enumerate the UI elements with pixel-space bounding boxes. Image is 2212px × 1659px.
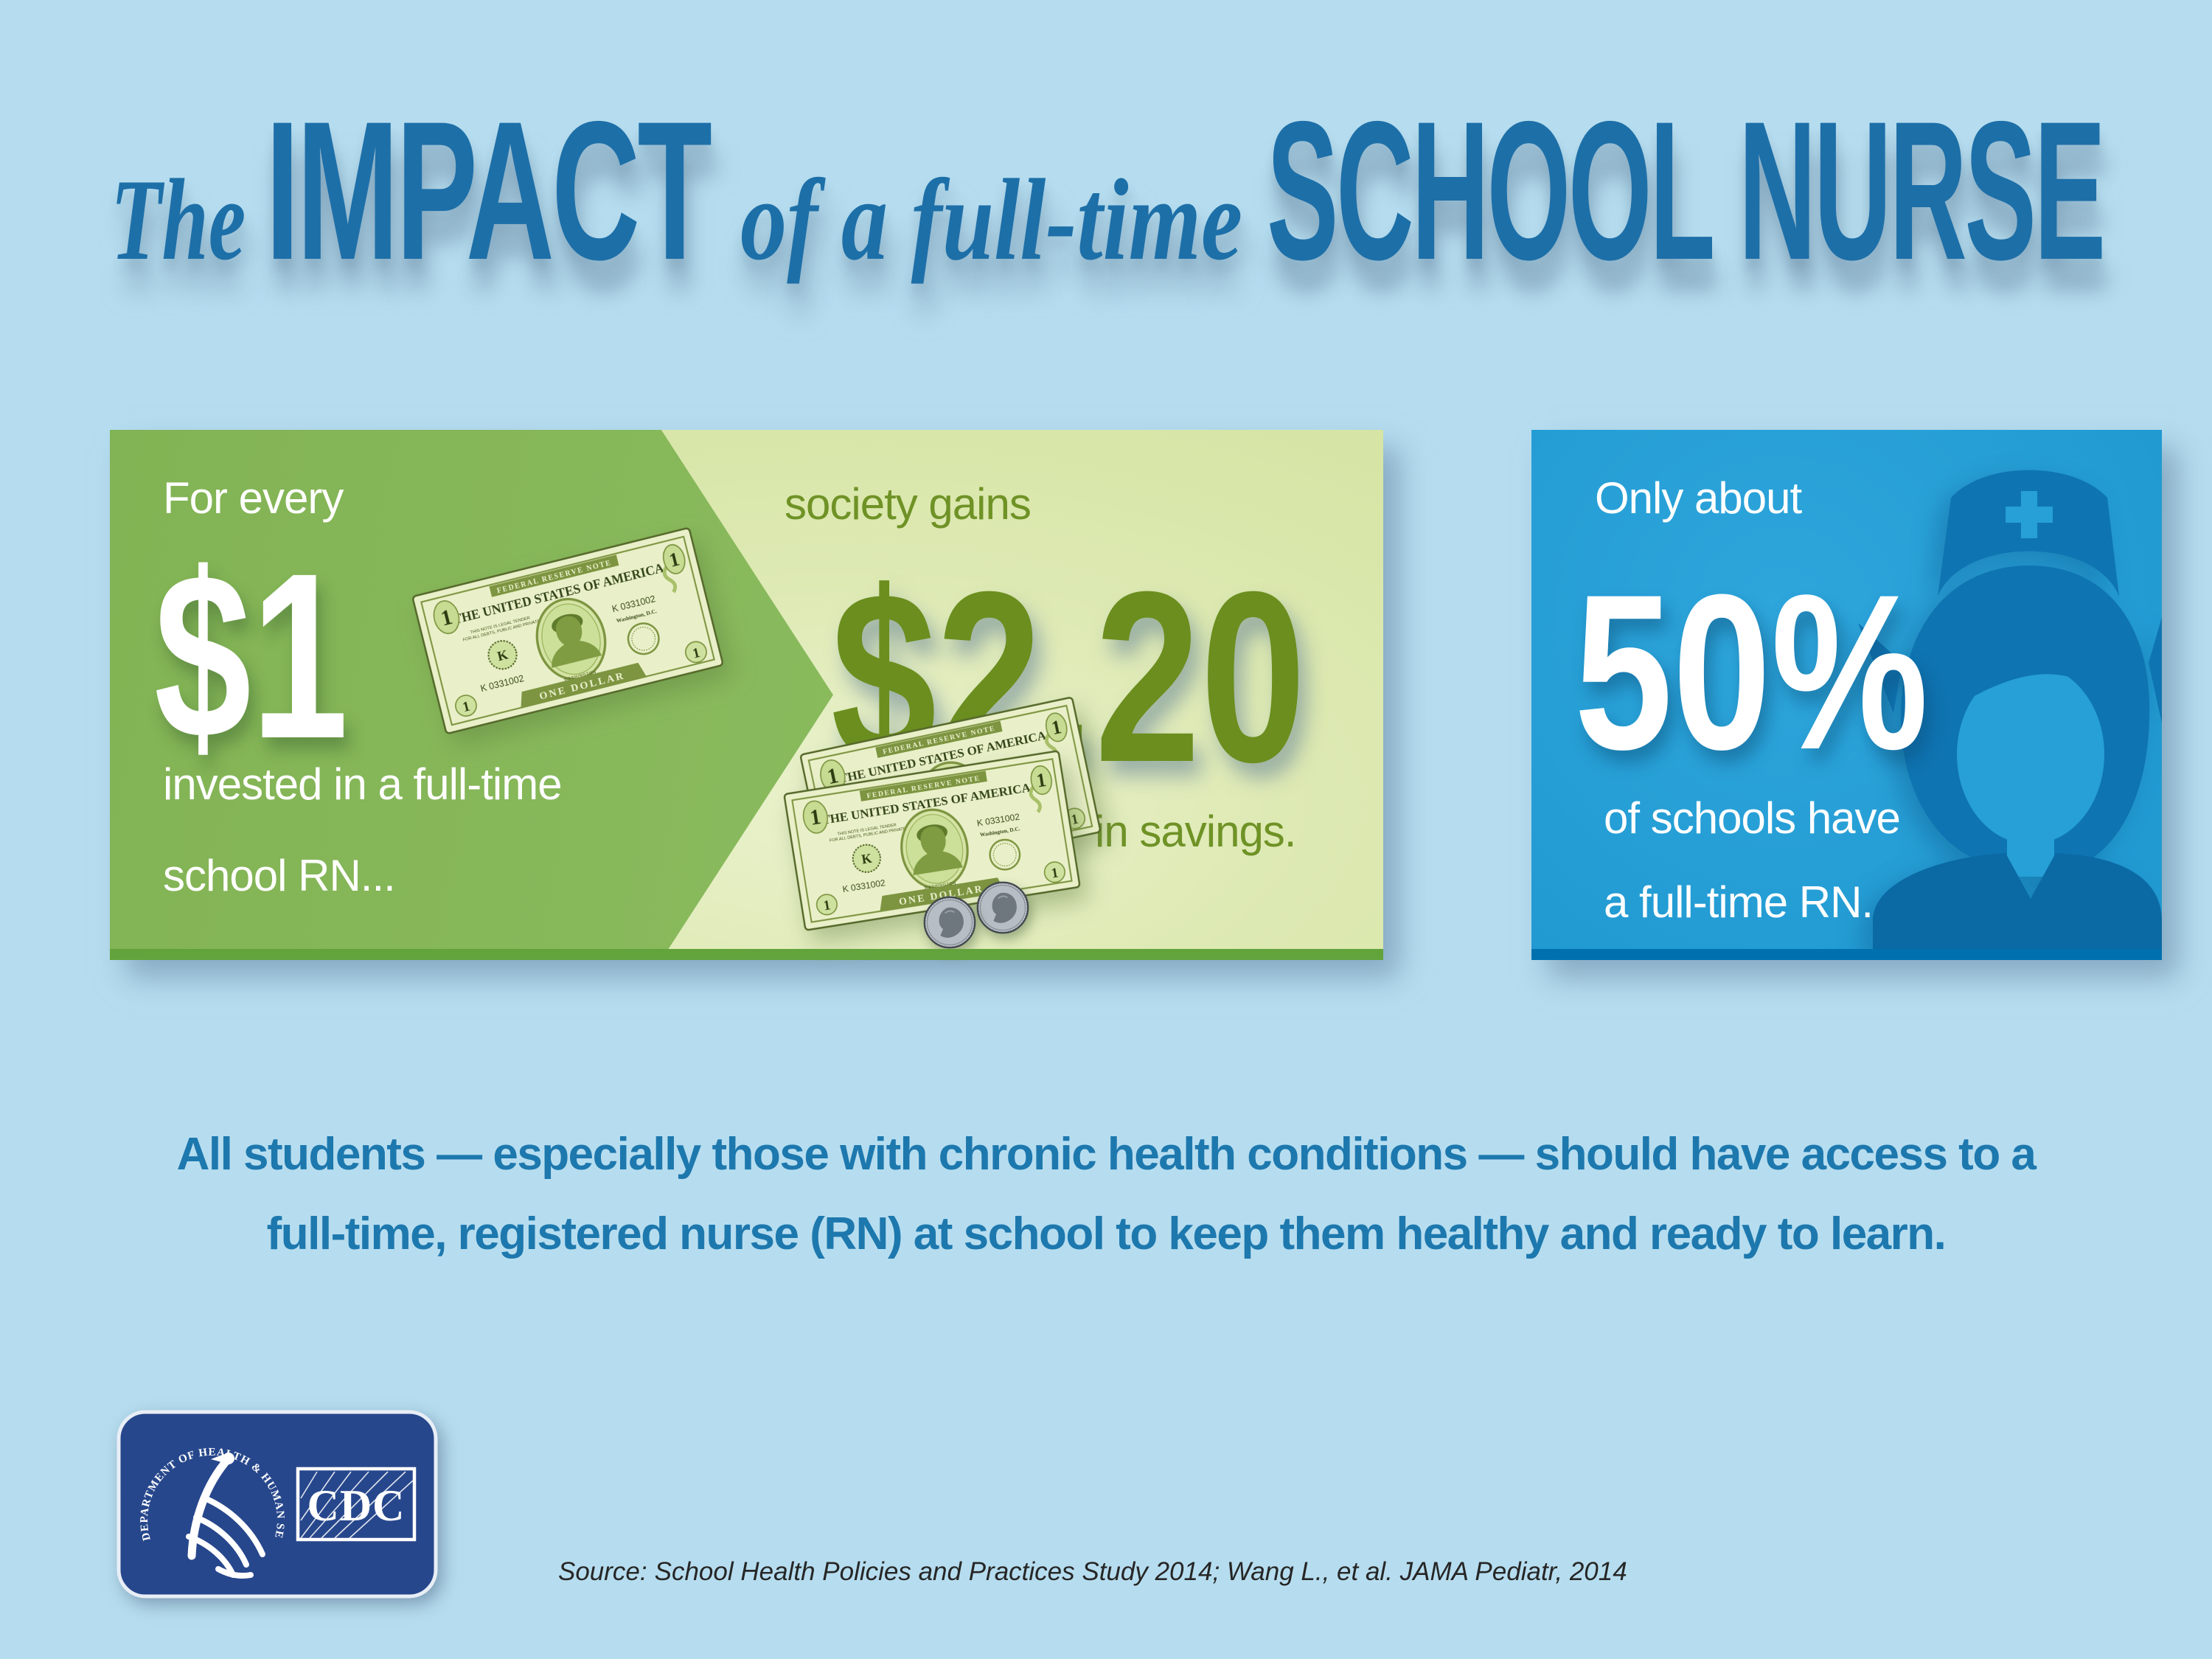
key-message-line2: full-time, registered nurse (RN) at scho… — [266, 1208, 1947, 1259]
bill-denom-bottom-right: 1 — [1070, 812, 1079, 828]
bill-denom-circle-bl — [815, 894, 838, 916]
source-label: Source: — [558, 1557, 647, 1586]
invest-detail-line1: invested in a full-time — [163, 759, 563, 809]
bill-right-seal — [627, 622, 660, 655]
bill-bottom-ribbon — [521, 662, 647, 709]
title-word-school-nurse-text: SCHOOL NURSE — [1267, 80, 2106, 301]
bill-right-seal-inner — [992, 843, 1017, 867]
dime-coin-icon-2 — [923, 896, 976, 949]
cdc-hhs-logo: DEPARTMENT OF HEALTH & HUMAN SERVICES · … — [112, 1401, 438, 1602]
title-word-of-a-full-time-text: of a full-time — [740, 156, 1243, 285]
dime-coin-icon — [976, 881, 1029, 934]
key-message: All students — especially those with chr… — [0, 1115, 2212, 1274]
hhs-eagle-icon — [186, 1453, 265, 1579]
bill-bottom-ribbon — [880, 877, 1005, 912]
bill-corner-crest-right — [1045, 712, 1068, 742]
gain-outro: in savings. — [1095, 807, 1296, 856]
bill-seal — [487, 640, 518, 670]
source-text: School Health Policies and Practices Stu… — [654, 1557, 1627, 1586]
bill-denom-circle-bl — [455, 695, 477, 717]
invest-detail-line2: school RN... — [163, 851, 396, 900]
bill-denom-top-right: 1 — [1035, 769, 1048, 792]
investment-panel: For every $1 invested in a full-time sch… — [110, 430, 1383, 960]
bill-corner-crest — [433, 600, 460, 635]
title-word-of-a-full-time: of a full-time — [740, 162, 1256, 279]
gain-intro: society gains — [785, 479, 1032, 529]
dollar-bill-art: FEDERAL RESERVE NOTE THE UNITED STATES O… — [412, 527, 723, 734]
bill-top-banner — [859, 771, 987, 801]
bill-denom-top-left: 1 — [808, 805, 822, 830]
dollar-bill-illustration: FEDERAL RESERVE NOTE THE UNITED STATES O… — [411, 526, 725, 736]
dollar-bill-art: FEDERAL RESERVE NOTE THE UNITED STATES O… — [783, 750, 1081, 931]
panel-bottom-strip — [110, 949, 1383, 960]
bill-denom-bottom-right: 1 — [1050, 865, 1059, 881]
title-word-impact: IMPACT — [265, 91, 730, 289]
cdc-box: CDC — [296, 1467, 417, 1542]
title-word-the-text: The — [111, 156, 246, 285]
bill-seal — [852, 844, 881, 873]
coverage-line2: a full-time RN. — [1604, 877, 1874, 927]
bill-denom-top-right: 1 — [1050, 716, 1064, 739]
panel-bottom-strip-blue — [1531, 949, 2162, 960]
bill-denom-circle-br — [1043, 861, 1065, 883]
bill-denom-circle-br — [685, 641, 707, 664]
page-title: The IMPACT of a full-time SCHOOL NURSE — [111, 91, 2129, 289]
bill-top-banner — [489, 554, 619, 597]
washington-bust — [913, 826, 963, 875]
title-word-the: The — [111, 162, 255, 279]
coverage-amount: 50% — [1574, 561, 2017, 782]
bill-right-seal — [989, 838, 1021, 871]
cdc-logo-text: CDC — [307, 1481, 406, 1530]
bill-corner-crest-right — [662, 543, 686, 574]
source-citation: Source: School Health Policies and Practi… — [558, 1557, 1627, 1587]
coverage-amount-text: 50% — [1574, 548, 1929, 796]
bill-seal-letter: K — [495, 647, 509, 664]
bill-denom-top-left: 1 — [825, 764, 841, 789]
invest-amount: $1 — [154, 538, 417, 773]
coverage-panel: Only about 50% of schools have a full-ti… — [1531, 430, 2162, 960]
invest-intro: For every — [163, 473, 344, 523]
coverage-line1: of schools have — [1604, 793, 1901, 843]
invest-amount-text: $1 — [154, 524, 349, 787]
bill-top-banner — [875, 720, 1003, 758]
title-word-impact-text: IMPACT — [265, 80, 712, 301]
title-word-school-nurse: SCHOOL NURSE — [1267, 91, 2129, 289]
dollar-bill-illustration-front: FEDERAL RESERVE NOTE THE UNITED STATES O… — [782, 749, 1081, 931]
washington-bust — [552, 616, 602, 668]
bill-seal-letter: K — [860, 851, 873, 867]
bill-corner-crest-right — [1030, 765, 1052, 796]
key-message-line1: All students — especially those with chr… — [176, 1129, 2037, 1180]
bill-corner-crest — [802, 800, 829, 834]
nurse-icon — [1858, 470, 2162, 950]
coverage-intro: Only about — [1595, 473, 1802, 523]
bill-denom-bottom-left: 1 — [822, 898, 831, 914]
